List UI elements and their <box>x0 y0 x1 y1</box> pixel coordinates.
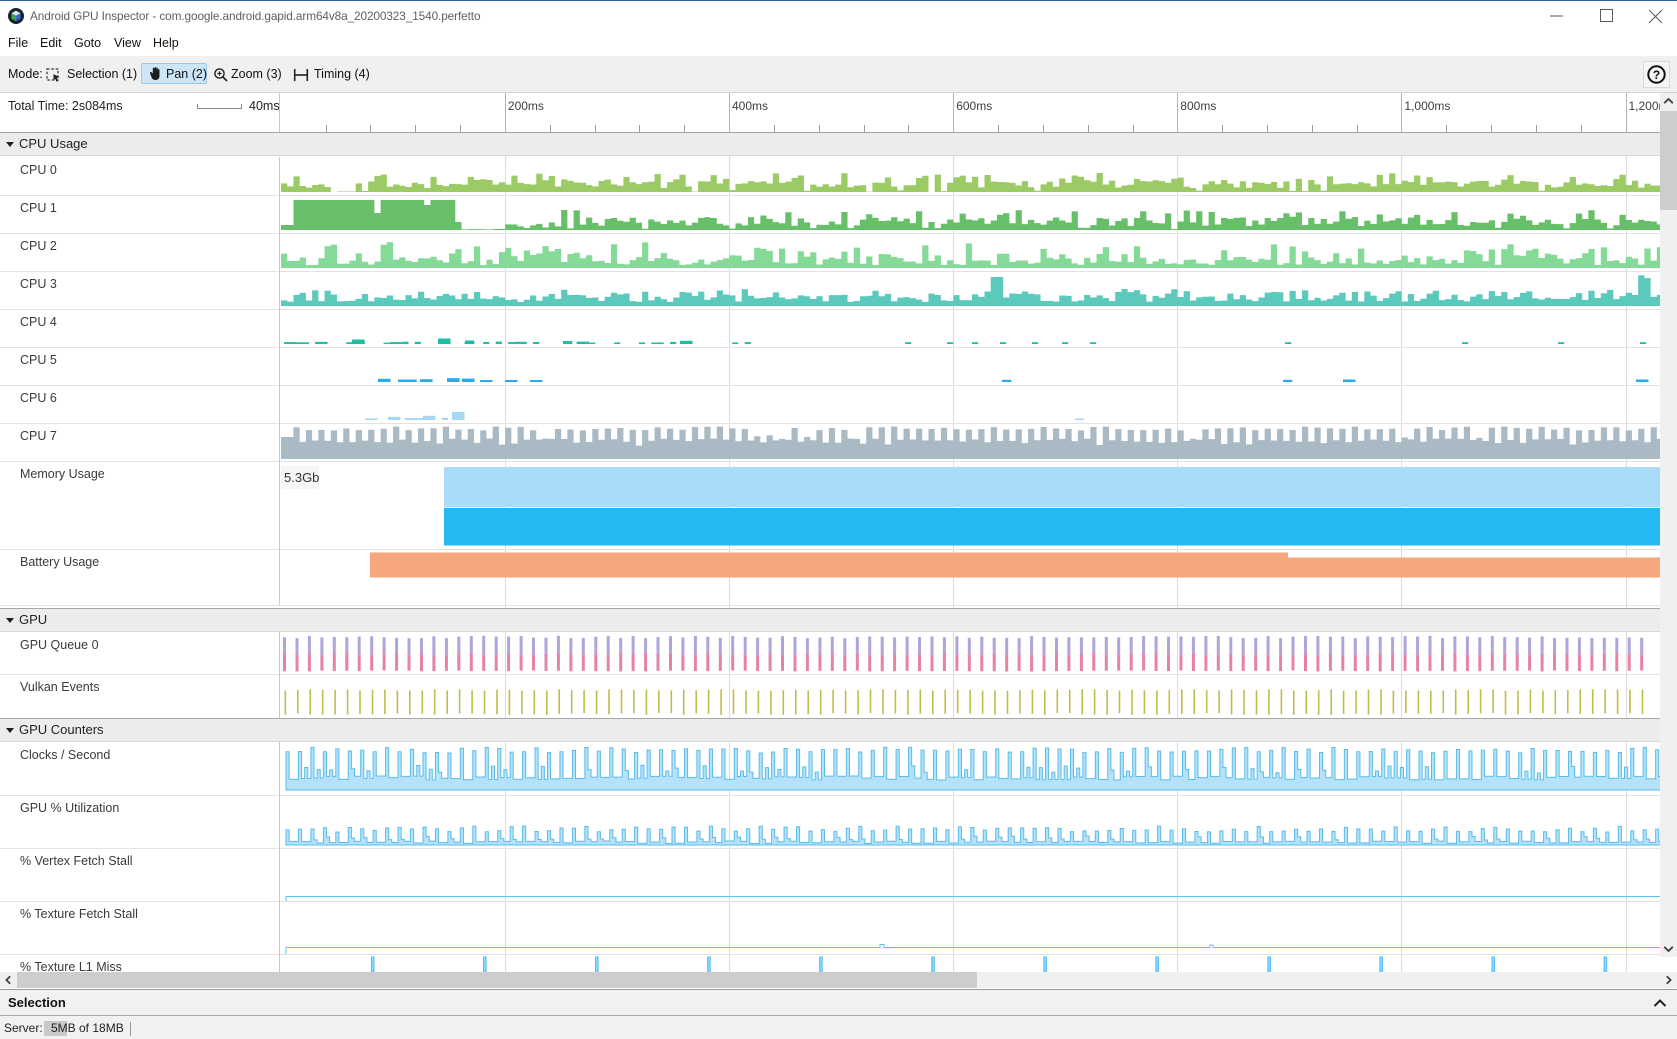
svg-text:?: ? <box>1653 68 1660 82</box>
